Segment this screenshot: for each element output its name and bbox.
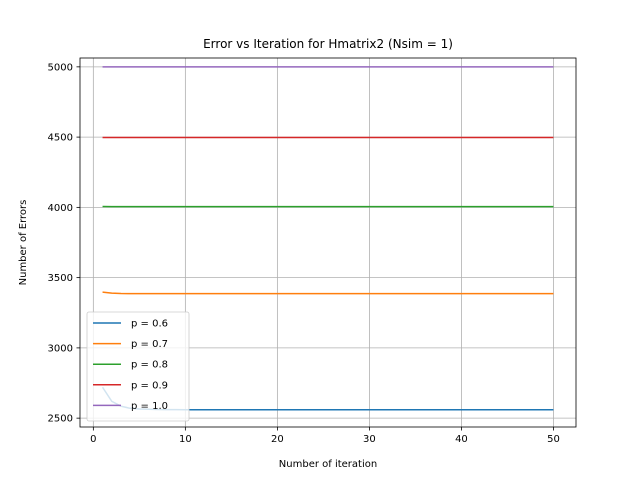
x-tick-label: 50	[547, 434, 560, 445]
y-tick-label: 5000	[48, 62, 73, 73]
y-tick-label: 3000	[48, 343, 73, 354]
y-tick-label: 2500	[48, 414, 73, 425]
y-axis-label: Number of Errors	[18, 200, 29, 286]
legend-label-4: p = 0.9	[131, 380, 168, 391]
legend-label-1: p = 0.6	[131, 319, 168, 330]
legend-label-3: p = 0.8	[131, 360, 168, 371]
chart-title: Error vs Iteration for Hmatrix2 (Nsim = …	[203, 37, 453, 51]
legend-label-5: p = 1.0	[131, 401, 168, 412]
x-tick-label: 20	[271, 434, 284, 445]
x-tick-label: 40	[455, 434, 468, 445]
x-tick-label: 10	[179, 434, 192, 445]
x-tick-label: 0	[90, 434, 96, 445]
legend: p = 0.6 p = 0.7 p = 0.8 p = 0.9 p = 1.0	[86, 311, 190, 422]
series-line-2	[102, 291, 554, 295]
legend-box	[86, 311, 190, 422]
y-tick-label: 4000	[48, 203, 73, 214]
axis-ticks: 0 10 20 30 40 50 2500 3000 3500 4000 4500 5000	[48, 62, 560, 445]
legend-label-2: p = 0.7	[131, 339, 168, 350]
y-tick-label: 4500	[48, 133, 73, 144]
y-tick-label: 3500	[48, 273, 73, 284]
x-axis-label: Number of iteration	[279, 459, 377, 470]
x-tick-label: 30	[363, 434, 376, 445]
plot-frame	[79, 57, 577, 428]
